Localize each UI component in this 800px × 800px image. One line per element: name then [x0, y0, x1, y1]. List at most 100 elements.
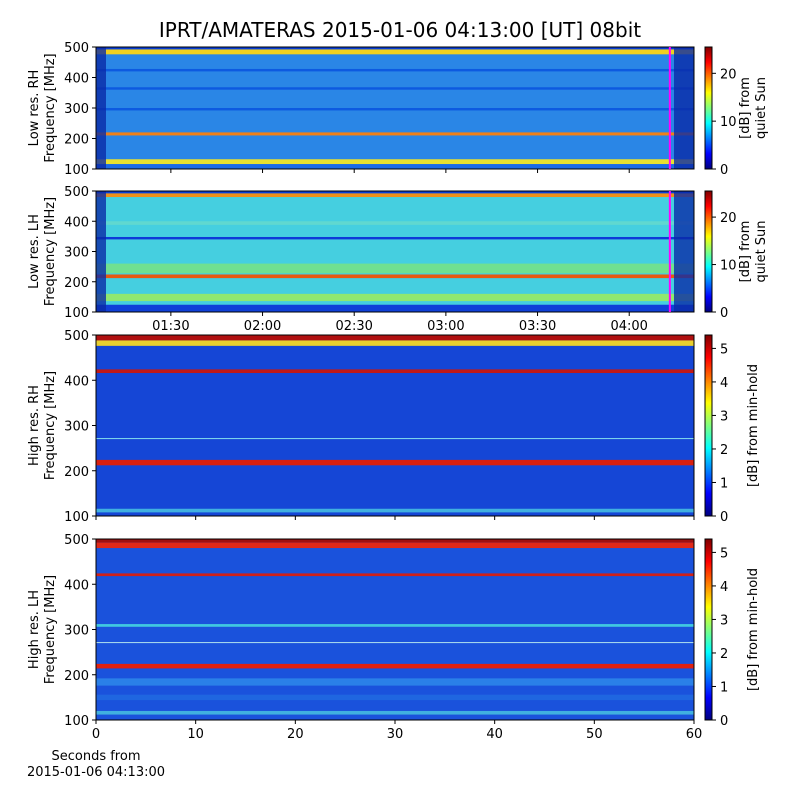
- spectrogram-band: [96, 68, 694, 72]
- spectrogram-band: [96, 663, 694, 669]
- y-tick-label: 300: [64, 102, 89, 117]
- colorbar-label-line: [dB] from min-hold: [746, 364, 761, 487]
- y-axis-label-line: Low res. RH: [27, 70, 42, 147]
- y-tick-label: 500: [64, 41, 89, 56]
- colorbar-tick-label: 3: [720, 613, 728, 628]
- colorbar: [704, 46, 713, 170]
- colorbar-tick-label: 2: [720, 647, 728, 662]
- spectrogram: [96, 335, 694, 516]
- spectrogram-edge: [96, 191, 106, 312]
- colorbar-tick-label: 5: [720, 546, 728, 561]
- spectrogram-band: [96, 87, 694, 90]
- spectrogram-band: [96, 49, 694, 55]
- colorbar-label-line: [dB] from: [738, 221, 753, 283]
- colorbar-label: [dB] from min-hold: [746, 364, 761, 487]
- spectrogram-band: [96, 164, 694, 169]
- spectrogram-band: [96, 573, 694, 577]
- colorbar: [704, 190, 713, 313]
- spectrogram-band: [96, 236, 694, 240]
- y-tick-label: 500: [64, 329, 89, 344]
- spectrogram-band: [96, 304, 694, 312]
- colorbar-tick-label: 1: [720, 680, 728, 695]
- spectrogram-band: [96, 193, 694, 198]
- x-axis-label: Seconds from: [51, 749, 140, 764]
- colorbar-label-line: [dB] from: [738, 77, 753, 139]
- spectrogram-band: [96, 624, 694, 627]
- x-tick-label: 02:00: [244, 319, 281, 334]
- colorbar-tick-label: 0: [720, 163, 728, 178]
- spectrogram-band: [96, 508, 694, 513]
- colorbar: [704, 538, 713, 721]
- x-tick-label: 20: [287, 727, 304, 742]
- y-axis-label: High res. LHFrequency [MHz]: [27, 575, 58, 684]
- y-tick-label: 200: [64, 133, 89, 148]
- spectrogram-band: [96, 710, 694, 715]
- spectrogram-band: [96, 642, 694, 644]
- x-tick-label: 04:00: [610, 319, 647, 334]
- spectrogram-band: [96, 335, 694, 341]
- y-tick-label: 100: [64, 510, 89, 525]
- spectrogram-band: [96, 542, 694, 549]
- y-tick-label: 500: [64, 533, 89, 548]
- y-axis-label-line: Low res. LH: [27, 214, 42, 289]
- y-tick-label: 200: [64, 669, 89, 684]
- spectrogram-band: [96, 221, 694, 225]
- y-axis-label-line: High res. LH: [27, 590, 42, 669]
- y-tick-label: 100: [64, 163, 89, 178]
- spectrogram-band: [96, 263, 694, 274]
- spectrogram-band: [96, 459, 694, 466]
- colorbar: [704, 334, 713, 517]
- x-tick-label: 02:30: [335, 319, 372, 334]
- y-tick-label: 100: [64, 306, 89, 321]
- y-tick-label: 300: [64, 624, 89, 639]
- spectrogram-band: [96, 438, 694, 440]
- spectrogram-edge: [674, 191, 694, 312]
- spectrogram-band: [96, 108, 694, 111]
- colorbar-tick-label: 3: [720, 409, 728, 424]
- y-tick-label: 100: [64, 714, 89, 729]
- x-tick-label: 30: [387, 727, 404, 742]
- spectrogram-band: [96, 369, 694, 374]
- x-axis-label: 2015-01-06 04:13:00: [27, 765, 165, 780]
- colorbar-tick-label: 10: [720, 115, 737, 130]
- x-tick-label: 60: [686, 727, 703, 742]
- y-axis-label-line: High res. RH: [27, 385, 42, 466]
- y-axis-label: Low res. RHFrequency [MHz]: [27, 53, 58, 162]
- y-axis-label: Low res. LHFrequency [MHz]: [27, 197, 58, 306]
- colorbar-label-line: quiet Sun: [754, 220, 769, 282]
- colorbar-tick-label: 20: [720, 211, 737, 226]
- colorbar-label: [dB] fromquiet Sun: [738, 220, 769, 282]
- spectrogram-edge: [674, 47, 694, 169]
- y-tick-label: 500: [64, 185, 89, 200]
- colorbar-tick-label: 4: [720, 580, 728, 595]
- y-tick-label: 400: [64, 374, 89, 389]
- colorbar-label: [dB] from min-hold: [746, 568, 761, 691]
- y-axis-label-line: Frequency [MHz]: [43, 371, 58, 480]
- spectrogram: [96, 191, 694, 312]
- y-tick-label: 400: [64, 72, 89, 87]
- colorbar-tick-label: 0: [720, 714, 728, 729]
- y-tick-label: 300: [64, 420, 89, 435]
- x-tick-label: 03:30: [519, 319, 556, 334]
- spectrogram-band: [96, 274, 694, 279]
- spectrogram-band: [96, 132, 694, 136]
- x-tick-label: 01:30: [152, 319, 189, 334]
- y-axis-label: High res. RHFrequency [MHz]: [27, 371, 58, 480]
- spectrogram-band: [96, 678, 694, 686]
- x-tick-label: 0: [92, 727, 100, 742]
- spectrogram-edge: [96, 47, 106, 169]
- colorbar-tick-label: 4: [720, 376, 728, 391]
- colorbar-label-line: quiet Sun: [754, 77, 769, 139]
- colorbar-label-line: [dB] from min-hold: [746, 568, 761, 691]
- colorbar-tick-label: 2: [720, 443, 728, 458]
- y-tick-label: 200: [64, 465, 89, 480]
- x-tick-label: 10: [187, 727, 204, 742]
- spectrogram-band: [96, 159, 694, 165]
- colorbar-tick-label: 1: [720, 476, 728, 491]
- figure-title: IPRT/AMATERAS 2015-01-06 04:13:00 [UT] 0…: [159, 18, 641, 42]
- spectrogram-band: [96, 340, 694, 346]
- spectrogram-band: [96, 293, 694, 302]
- colorbar-tick-label: 10: [720, 259, 737, 274]
- spectrogram-band: [96, 694, 694, 701]
